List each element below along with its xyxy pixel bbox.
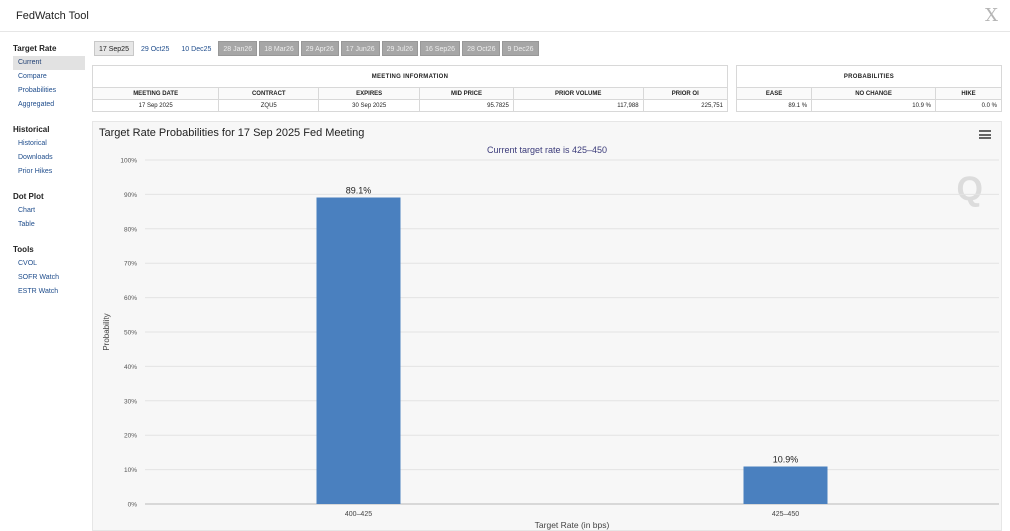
sidebar-item-historical[interactable]: Historical — [18, 140, 47, 147]
window-title: FedWatch Tool — [16, 10, 89, 22]
sidebar-item-prior-hikes[interactable]: Prior Hikes — [18, 168, 53, 175]
y-tick-label: 80% — [124, 226, 137, 233]
tab-29-apr26[interactable]: 29 Apr26 — [300, 41, 339, 56]
tab-17-jun26[interactable]: 17 Jun26 — [340, 41, 380, 56]
sidebar-heading: Target Rate — [13, 44, 57, 53]
y-tick-label: 70% — [124, 261, 137, 268]
sidebar-item-probabilities[interactable]: Probabilities — [18, 87, 57, 94]
sidebar-item-sofr-watch[interactable]: SOFR Watch — [18, 274, 59, 281]
column-header-contract: CONTRACT — [218, 87, 320, 100]
chart-subtitle: Current target rate is 425–450 — [486, 145, 608, 155]
tab-29-oct25[interactable]: 29 Oct25 — [135, 41, 175, 56]
bar-400-425[interactable] — [316, 197, 401, 504]
data-label: 10.9% — [773, 455, 799, 465]
sidebar-item-cvol[interactable]: CVOL — [18, 260, 38, 267]
cell-mid-price: 95.7825 — [419, 99, 514, 112]
tab-28-jan26[interactable]: 28 Jan26 — [218, 41, 258, 56]
cell-prior-oi: 225,751 — [642, 99, 729, 112]
meeting-information-table: MEETING INFORMATION MEETING DATE CONTRACT… — [91, 65, 729, 112]
sidebar-group-tools: Tools CVOL SOFR Watch ESTR Watch — [0, 241, 90, 299]
cell-meeting-date: 17 Sep 2025 — [91, 99, 220, 112]
sidebar-heading: Tools — [13, 245, 34, 254]
probabilities-table: PROBABILITIES EASE NO CHANGE HIKE 89.1 % 10… — [735, 65, 1003, 112]
chart-panel: Target Rate Probabilities for 17 Sep 202… — [92, 121, 1002, 531]
sidebar-item-compare[interactable]: Compare — [18, 73, 47, 80]
column-header-prior-volume: PRIOR VOLUME — [512, 87, 644, 100]
watermark-logo: Q — [956, 170, 983, 208]
probability-bar-chart: 0% 10% 20% 30% 40% 50% 60% 70% 80% 90% 100% 89.1% 40… — [102, 158, 999, 530]
column-header-prior-oi: PRIOR OI — [642, 87, 729, 100]
meeting-date-tabs: 17 Sep25 29 Oct25 10 Dec25 28 Jan26 18 Mar26… — [94, 41, 541, 56]
sidebar-item-estr-watch[interactable]: ESTR Watch — [18, 288, 59, 295]
sidebar-item-table[interactable]: Table — [18, 221, 35, 228]
data-label: 89.1% — [346, 185, 372, 195]
chart-title: Target Rate Probabilities for 17 Sep 202… — [99, 127, 365, 139]
tab-18-mar26[interactable]: 18 Mar26 — [259, 41, 299, 56]
tab-28-oct26[interactable]: 28 Oct26 — [462, 41, 501, 56]
y-axis-title: Probability — [102, 313, 111, 350]
sidebar-item-chart[interactable]: Chart — [18, 207, 36, 214]
sidebar-item-aggregated[interactable]: Aggregated — [18, 101, 55, 108]
sidebar-group-dot-plot: Dot Plot Chart Table — [0, 188, 90, 232]
hamburger-icon[interactable] — [979, 130, 991, 139]
y-tick-label: 0% — [128, 502, 138, 509]
sidebar: Target Rate Current Compare Probabilities Ag… — [0, 40, 90, 308]
bar-425-450[interactable] — [743, 466, 828, 504]
cell-hike: 0.0 % — [934, 99, 1003, 112]
cell-no-change: 10.9 % — [811, 99, 936, 112]
x-tick-label: 425–450 — [772, 511, 799, 518]
title-bar: FedWatch Tool X — [0, 0, 1010, 32]
meeting-information-heading: MEETING INFORMATION — [92, 65, 728, 88]
cell-contract: ZQU5 — [218, 99, 320, 112]
probabilities-heading: PROBABILITIES — [736, 65, 1002, 88]
y-tick-label: 90% — [124, 192, 137, 199]
y-tick-label: 100% — [120, 158, 137, 165]
column-header-meeting-date: MEETING DATE — [91, 87, 220, 100]
x-axis-title: Target Rate (in bps) — [535, 520, 610, 530]
sidebar-group-target-rate: Target Rate Current Compare Probabilities Ag… — [0, 40, 90, 112]
sidebar-group-historical: Historical Historical Downloads Prior Hikes — [0, 121, 90, 179]
y-tick-label: 60% — [124, 295, 137, 302]
x-tick-label: 400–425 — [345, 511, 372, 518]
tab-10-dec25[interactable]: 10 Dec25 — [176, 41, 217, 56]
cell-ease: 89.1 % — [735, 99, 813, 112]
column-header-ease: EASE — [735, 87, 813, 100]
column-header-no-change: NO CHANGE — [811, 87, 936, 100]
y-tick-label: 30% — [124, 398, 137, 405]
column-header-expires: EXPIRES — [318, 87, 421, 100]
sidebar-item-downloads[interactable]: Downloads — [18, 154, 53, 161]
cell-prior-volume: 117,988 — [512, 99, 644, 112]
y-tick-label: 10% — [124, 467, 137, 474]
tab-9-dec26[interactable]: 9 Dec26 — [502, 41, 539, 56]
sidebar-heading: Dot Plot — [13, 192, 44, 201]
tab-29-jul26[interactable]: 29 Jul26 — [381, 41, 419, 56]
sidebar-heading: Historical — [13, 125, 50, 134]
column-header-hike: HIKE — [934, 87, 1003, 100]
tab-16-sep26[interactable]: 16 Sep26 — [420, 41, 461, 56]
tab-17-sep25[interactable]: 17 Sep25 — [94, 41, 134, 56]
y-tick-label: 50% — [124, 330, 137, 337]
cell-expires: 30 Sep 2025 — [318, 99, 421, 112]
y-tick-label: 40% — [124, 364, 137, 371]
sidebar-item-current[interactable]: Current — [13, 56, 85, 70]
column-header-mid-price: MID PRICE — [419, 87, 514, 100]
y-tick-label: 20% — [124, 433, 137, 440]
close-icon[interactable]: X — [985, 5, 998, 26]
